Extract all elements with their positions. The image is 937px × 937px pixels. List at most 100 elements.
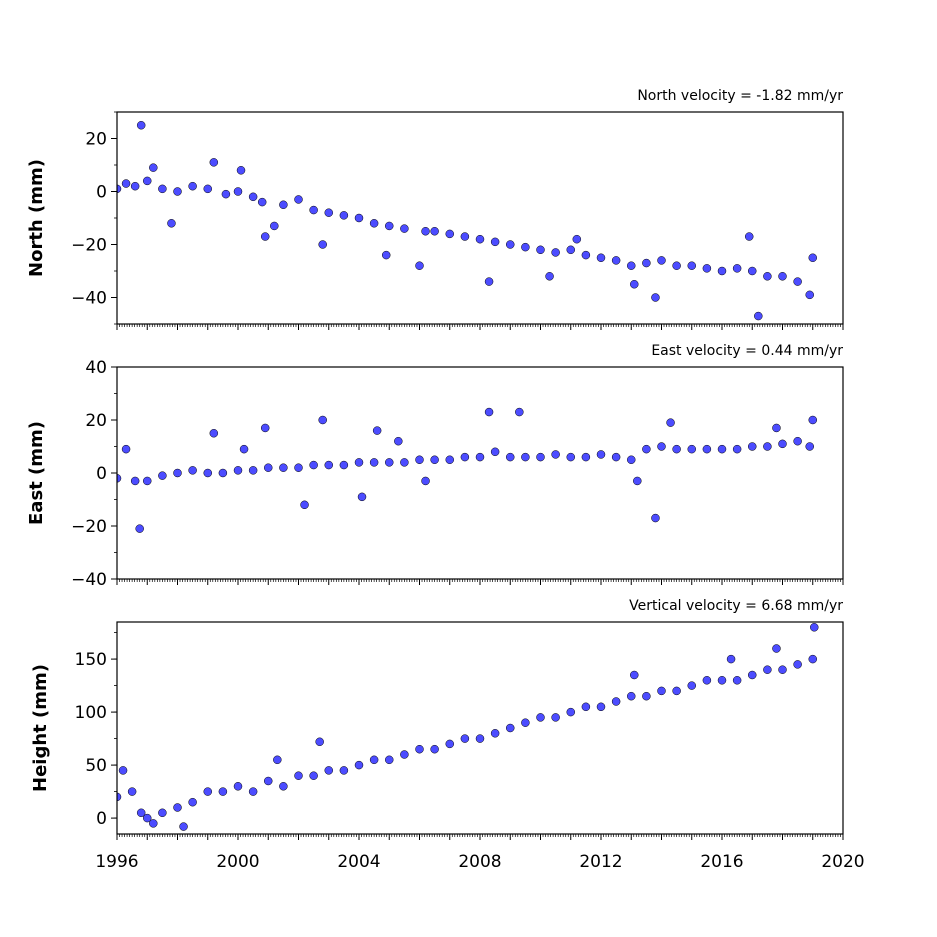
- data-point: [385, 221, 394, 231]
- data-point: [630, 670, 639, 680]
- data-point: [394, 436, 403, 446]
- data-point: [744, 232, 754, 241]
- data-point: [515, 407, 524, 417]
- data-point: [188, 181, 197, 191]
- y-tick-label: 100: [75, 703, 107, 723]
- data-point: [188, 797, 197, 807]
- data-point: [233, 782, 243, 791]
- height-series: [117, 623, 819, 831]
- data-point: [158, 808, 167, 818]
- data-point: [430, 455, 439, 464]
- data-point: [264, 776, 273, 786]
- data-point: [173, 187, 182, 196]
- height-ylabel: Height (mm): [30, 664, 51, 792]
- data-point: [732, 676, 742, 685]
- data-point: [121, 179, 131, 188]
- data-point: [572, 234, 582, 244]
- data-point: [369, 458, 379, 467]
- data-point: [460, 734, 470, 743]
- data-point: [279, 200, 288, 209]
- data-point: [130, 476, 140, 486]
- data-point: [315, 737, 324, 747]
- data-point: [687, 681, 696, 690]
- data-point: [726, 654, 736, 664]
- data-point: [118, 766, 128, 775]
- data-point: [318, 415, 327, 425]
- data-point: [460, 452, 470, 462]
- data-point: [717, 444, 727, 454]
- data-point: [248, 466, 258, 475]
- data-point: [536, 713, 545, 722]
- x-tick-label: 2004: [337, 852, 380, 872]
- data-point: [385, 458, 394, 467]
- data-point: [324, 460, 333, 470]
- data-point: [421, 476, 430, 486]
- data-point: [642, 444, 651, 454]
- data-point: [627, 261, 636, 270]
- data-point: [400, 224, 409, 233]
- data-point: [309, 771, 318, 780]
- data-point: [121, 444, 131, 454]
- data-point: [687, 444, 696, 454]
- north-axes-frame: [116, 111, 844, 325]
- data-point: [357, 492, 367, 502]
- data-point: [143, 176, 152, 186]
- data-point: [672, 444, 681, 454]
- data-point: [233, 466, 243, 475]
- data-point: [445, 739, 454, 749]
- north-panel: North velocity = -1.82 mm/yr North (mm) …: [26, 88, 844, 330]
- data-point: [260, 423, 270, 433]
- data-point: [778, 665, 787, 674]
- data-point: [717, 266, 727, 276]
- north-velocity-title: North velocity = -1.82 mm/yr: [637, 88, 843, 104]
- data-point: [209, 158, 219, 167]
- data-point: [551, 713, 560, 722]
- data-point: [149, 819, 158, 828]
- y-tick-label: 40: [85, 358, 107, 378]
- data-point: [294, 463, 303, 472]
- y-tick-label: −20: [71, 517, 107, 537]
- data-point: [248, 787, 258, 796]
- data-point: [354, 213, 364, 223]
- vertical-velocity-title: Vertical velocity = 6.68 mm/yr: [629, 598, 843, 614]
- y-tick-label: 50: [85, 756, 107, 776]
- data-point: [545, 272, 554, 281]
- y-tick-label: 0: [96, 183, 107, 203]
- data-point: [279, 782, 288, 791]
- data-point: [732, 444, 742, 454]
- y-tick-label: 150: [75, 650, 107, 670]
- data-point: [218, 468, 228, 478]
- data-point: [372, 426, 382, 435]
- x-tick-label: 2008: [458, 852, 501, 872]
- data-point: [536, 452, 545, 462]
- data-point: [369, 755, 379, 765]
- data-point: [808, 654, 817, 664]
- data-point: [260, 232, 270, 241]
- data-point: [521, 718, 530, 727]
- data-point: [484, 407, 494, 417]
- data-point: [421, 227, 430, 236]
- data-point: [490, 237, 500, 247]
- data-point: [339, 211, 349, 220]
- data-point: [381, 250, 391, 260]
- data-point: [173, 468, 182, 478]
- north-plot-area: 20 0 −20 −40: [71, 111, 844, 330]
- east-plot-area: 40 20 0 −20 −40: [71, 358, 844, 590]
- data-point: [627, 691, 636, 701]
- y-tick-label: 0: [96, 809, 107, 829]
- data-point: [475, 734, 485, 743]
- data-point: [136, 808, 146, 818]
- y-tick-label: 20: [85, 130, 107, 150]
- data-point: [221, 189, 231, 199]
- data-point: [369, 219, 379, 228]
- data-point: [651, 513, 660, 523]
- data-point: [566, 245, 575, 255]
- data-point: [203, 468, 212, 478]
- data-point: [279, 463, 288, 472]
- data-point: [581, 702, 591, 712]
- data-point: [385, 755, 394, 765]
- data-point: [264, 463, 273, 472]
- data-point: [672, 686, 681, 696]
- data-point: [687, 261, 696, 270]
- data-point: [143, 813, 152, 823]
